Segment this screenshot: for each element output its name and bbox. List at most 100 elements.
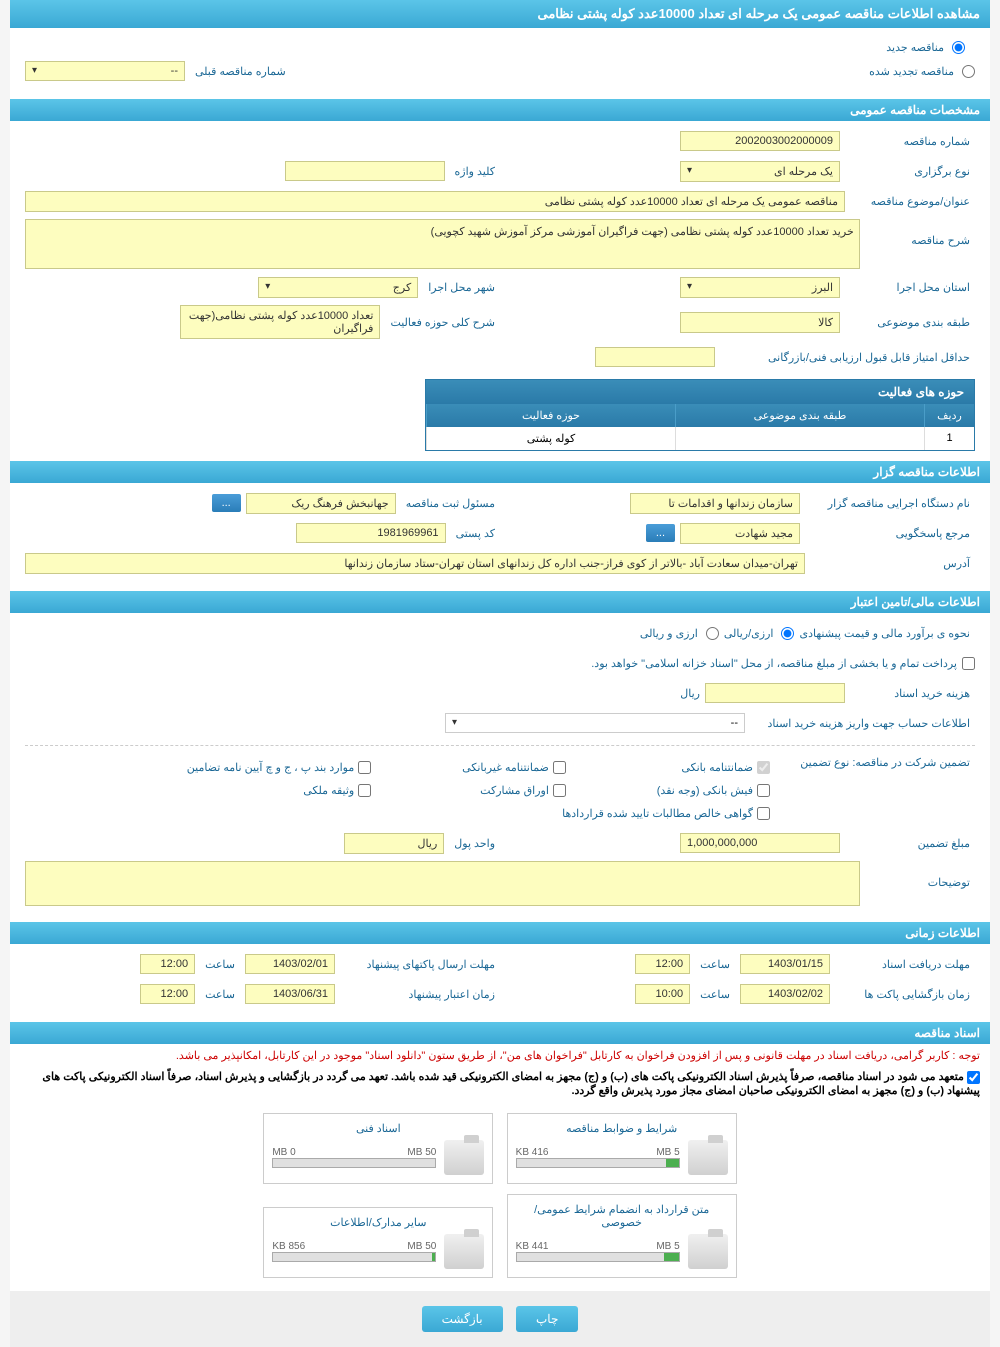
type-label: نوع برگزاری: [845, 165, 975, 178]
radio-rial-label: ارزی/ریالی: [719, 627, 779, 640]
checkbox-treasury[interactable]: [962, 657, 975, 670]
guarantee-label: تضمین شرکت در مناقصه: نوع تضمین: [775, 756, 975, 769]
file2-total: 50 MB: [407, 1147, 436, 1158]
min-score-field[interactable]: [595, 347, 715, 367]
type-dropdown[interactable]: یک مرحله ای: [680, 161, 840, 182]
cb-clauses[interactable]: [358, 761, 371, 774]
section-organizer: اطلاعات مناقصه گزار: [10, 461, 990, 483]
folder-icon: [688, 1234, 728, 1269]
cell-num: 1: [924, 427, 974, 450]
city-label: شهر محل اجرا: [423, 281, 500, 294]
cb-cert[interactable]: [757, 807, 770, 820]
treasury-note: پرداخت تمام و یا بخشی از مبلغ مناقصه، از…: [586, 657, 962, 670]
rial-unit: ریال: [675, 687, 705, 700]
col-row: ردیف: [924, 404, 974, 427]
amount-label: مبلغ تضمین: [845, 837, 975, 850]
folder-icon: [688, 1140, 728, 1175]
receive-label: مهلت دریافت اسناد: [835, 958, 975, 971]
col-scope: حوزه فعالیت: [426, 404, 675, 427]
radio-new[interactable]: [952, 41, 965, 54]
radio-foreign[interactable]: [706, 627, 719, 640]
subject-label: عنوان/موضوع مناقصه: [845, 195, 975, 208]
file2-used: 0 MB: [272, 1147, 295, 1158]
section-documents: اسناد مناقصه: [10, 1022, 990, 1044]
col-category: طبقه بندی موضوعی: [675, 404, 924, 427]
open-time: 10:00: [635, 984, 690, 1004]
number-field: 2002003002000009: [680, 131, 840, 151]
cb-clauses-label: موارد بند پ ، ج و چ آیین نامه تضامین: [187, 761, 354, 774]
registrar-field: جهانبخش فرهنگ ریک: [246, 493, 396, 514]
doc-cost-label: هزینه خرید اسناد: [845, 687, 975, 700]
address-field: تهران-میدان سعادت آباد -بالاتر از کوی فر…: [25, 553, 805, 574]
send-label: مهلت ارسال پاکتهای پیشنهاد: [340, 958, 500, 971]
doc-note-red: توجه : کاربر گرامی، دریافت اسناد در مهلت…: [10, 1044, 990, 1067]
file-box-2[interactable]: اسناد فنی 50 MB0 MB: [263, 1113, 493, 1184]
cb-nonbank-label: ضمانتنامه غیربانکی: [462, 761, 549, 774]
unit-label: واحد پول: [449, 837, 500, 850]
subject-field: مناقصه عمومی یک مرحله ای تعداد 10000عدد …: [25, 191, 845, 212]
radio-renewed[interactable]: [962, 65, 975, 78]
activity-table-title: حوزه های فعالیت: [426, 380, 974, 404]
estimate-label: نحوه ی برآورد مالی و قیمت پیشنهادی: [794, 627, 975, 640]
open-date: 1403/02/02: [740, 984, 830, 1004]
number-label: شماره مناقصه: [845, 135, 975, 148]
file-box-4[interactable]: سایر مدارک/اطلاعات 50 MB856 KB: [263, 1207, 493, 1278]
registrar-lookup-button[interactable]: ...: [212, 494, 241, 512]
prev-number-dropdown[interactable]: --: [25, 61, 185, 81]
validity-label: زمان اعتبار پیشنهاد: [340, 988, 500, 1001]
cb-bonds-label: اوراق مشارکت: [480, 784, 549, 797]
folder-icon: [444, 1234, 484, 1269]
file4-used: 856 KB: [272, 1241, 305, 1252]
doc-cost-field[interactable]: [705, 683, 845, 703]
account-label: اطلاعات حساب جهت واریز هزینه خرید اسناد: [745, 717, 975, 730]
province-dropdown[interactable]: البرز: [680, 277, 840, 298]
postal-label: کد پستی: [451, 527, 500, 540]
page-title: مشاهده اطلاعات مناقصه عمومی یک مرحله ای …: [10, 0, 990, 28]
back-button[interactable]: بازگشت: [422, 1306, 503, 1332]
cb-property[interactable]: [358, 784, 371, 797]
checkbox-commit[interactable]: [967, 1071, 980, 1084]
file4-total: 50 MB: [407, 1241, 436, 1252]
notes-label: توضیحات: [860, 861, 975, 889]
cell-scope: کوله پشتی: [426, 427, 675, 450]
radio-renewed-label: مناقصه تجدید شده: [864, 65, 959, 78]
section-timing: اطلاعات زمانی: [10, 922, 990, 944]
contact-field: مجید شهادت: [680, 523, 800, 544]
print-button[interactable]: چاپ: [516, 1306, 578, 1332]
open-time-label: ساعت: [695, 988, 735, 1001]
province-label: استان محل اجرا: [845, 281, 975, 294]
city-dropdown[interactable]: کرج: [258, 277, 418, 298]
validity-date: 1403/06/31: [245, 984, 335, 1004]
agency-field: سازمان زندانها و اقدامات تا: [630, 493, 800, 514]
address-label: آدرس: [805, 557, 975, 570]
keyword-field[interactable]: [285, 161, 445, 181]
account-dropdown[interactable]: --: [445, 713, 745, 733]
file-box-1[interactable]: شرایط و ضوابط مناقصه 5 MB416 KB: [507, 1113, 737, 1184]
radio-foreign-label: ارزی و ریالی: [635, 627, 703, 640]
validity-time-label: ساعت: [200, 988, 240, 1001]
cb-receipt-label: فیش بانکی (وجه نقد): [657, 784, 753, 797]
cb-property-label: وثیقه ملکی: [303, 784, 354, 797]
unit-field: ریال: [344, 833, 444, 854]
category-field: کالا: [680, 312, 840, 333]
cb-nonbank[interactable]: [553, 761, 566, 774]
notes-field[interactable]: [25, 861, 860, 906]
radio-rial[interactable]: [781, 627, 794, 640]
cb-receipt[interactable]: [757, 784, 770, 797]
cb-bonds[interactable]: [553, 784, 566, 797]
scope-label: شرح کلی حوزه فعالیت: [385, 316, 500, 329]
receive-time-label: ساعت: [695, 958, 735, 971]
file1-used: 416 KB: [516, 1147, 549, 1158]
cb-bank: [757, 761, 770, 774]
amount-field: 1,000,000,000: [680, 833, 840, 853]
activity-table: حوزه های فعالیت ردیف طبقه بندی موضوعی حو…: [425, 379, 975, 451]
contact-lookup-button[interactable]: ...: [646, 524, 675, 542]
send-date: 1403/02/01: [245, 954, 335, 974]
scope-field: تعداد 10000عدد کوله پشتی نظامی(جهت فراگی…: [180, 305, 380, 339]
file-box-3[interactable]: متن قرارداد به انضمام شرایط عمومی/خصوصی …: [507, 1194, 737, 1278]
cb-bank-label: ضمانتنامه بانکی: [681, 761, 753, 774]
radio-new-label: مناقصه جدید: [881, 41, 949, 54]
registrar-label: مسئول ثبت مناقصه: [401, 497, 500, 510]
agency-label: نام دستگاه اجرایی مناقصه گزار: [805, 497, 975, 510]
receive-date: 1403/01/15: [740, 954, 830, 974]
